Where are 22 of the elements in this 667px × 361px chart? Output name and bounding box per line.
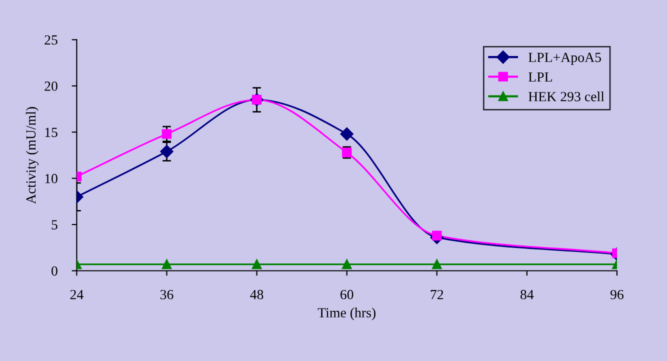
y-tick-label: 0 <box>52 266 58 276</box>
legend-label: LPL <box>528 72 552 82</box>
point <box>342 259 352 270</box>
x-tick-label: 48 <box>250 290 264 300</box>
x-axis-title: Time (hrs) <box>318 308 376 320</box>
x-tick-label: 72 <box>430 290 444 300</box>
point <box>252 259 262 270</box>
y-tick-label: 20 <box>44 82 58 91</box>
y-tick-label: 5 <box>52 220 58 230</box>
x-tick-label: 24 <box>70 290 84 300</box>
y-tick-label: 15 <box>45 128 58 138</box>
x-tick-label: 84 <box>520 290 534 300</box>
legend-label: LPL+ApoA5 <box>528 52 601 65</box>
y-axis-title: Activity (mU/ml) <box>26 107 39 204</box>
x-tick-label: 36 <box>160 290 174 300</box>
x-tick-label: 96 <box>610 290 624 300</box>
point <box>340 127 354 141</box>
x-tick-label: 60 <box>340 290 354 300</box>
y-tick-label: 25 <box>44 35 58 45</box>
y-tick-label: 10 <box>45 174 58 184</box>
legend-label: HEK 293 cell <box>528 92 604 102</box>
point <box>432 259 442 270</box>
